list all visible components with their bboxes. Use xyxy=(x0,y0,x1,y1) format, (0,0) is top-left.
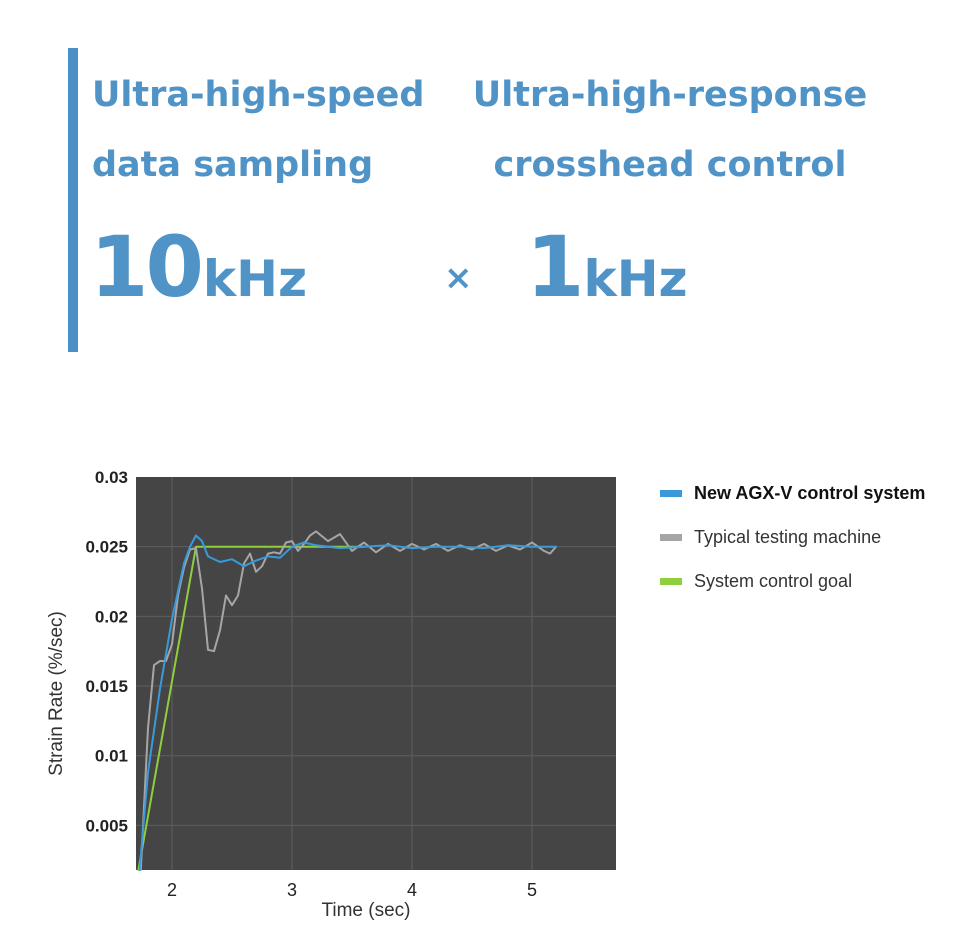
y-tick-label: 0.02 xyxy=(95,607,128,626)
accent-bar xyxy=(68,48,78,352)
legend-swatch xyxy=(660,534,682,541)
feature-control-line-1: Ultra-high-response xyxy=(472,75,868,115)
times-operator: × xyxy=(444,258,473,298)
x-tick-label: 2 xyxy=(167,880,177,900)
sampling-rate-number: 10 xyxy=(90,218,204,316)
y-tick-label: 0.015 xyxy=(85,677,128,696)
sampling-rate-unit: kHz xyxy=(202,250,308,308)
x-tick-label: 4 xyxy=(407,880,417,900)
legend-swatch xyxy=(660,490,682,497)
y-tick-label: 0.01 xyxy=(95,747,128,766)
series-lines xyxy=(137,530,557,871)
series-line-system-control-goal xyxy=(137,545,365,871)
feature-sampling: Ultra-high-speed data sampling xyxy=(92,60,424,200)
control-rate: 1kHz xyxy=(526,218,688,316)
plot-background xyxy=(136,477,616,870)
y-tick-label: 0.005 xyxy=(85,816,128,835)
legend: New AGX-V control system Typical testing … xyxy=(660,483,925,591)
feature-sampling-line-2: data sampling xyxy=(92,145,374,185)
legend-swatch xyxy=(660,578,682,585)
x-tick-label: 3 xyxy=(287,880,297,900)
control-rate-number: 1 xyxy=(526,218,584,316)
feature-sampling-line-1: Ultra-high-speed xyxy=(92,75,425,115)
y-axis-label: Strain Rate (%/sec) xyxy=(46,611,67,776)
series-line-new-agx-v-control-system xyxy=(138,534,557,871)
y-tick-label: 0.03 xyxy=(95,468,128,487)
feature-control-line-2: crosshead control xyxy=(493,145,847,185)
legend-label: System control goal xyxy=(694,571,852,591)
x-axis-label: Time (sec) xyxy=(321,900,410,921)
strain-rate-chart: 2 3 4 5 0.005 0.01 0.015 0.02 0.025 0.03 Time (se… xyxy=(46,468,925,921)
legend-label: Typical testing machine xyxy=(694,527,881,547)
tick-labels: 2 3 4 5 0.005 0.01 0.015 0.02 0.025 0.03 xyxy=(85,468,537,900)
feature-control: Ultra-high-response crosshead control xyxy=(470,60,870,200)
x-tick-label: 5 xyxy=(527,880,537,900)
legend-label: New AGX-V control system xyxy=(694,483,925,503)
sampling-rate: 10kHz xyxy=(90,218,307,316)
y-tick-label: 0.025 xyxy=(85,538,128,557)
control-rate-unit: kHz xyxy=(583,250,688,308)
